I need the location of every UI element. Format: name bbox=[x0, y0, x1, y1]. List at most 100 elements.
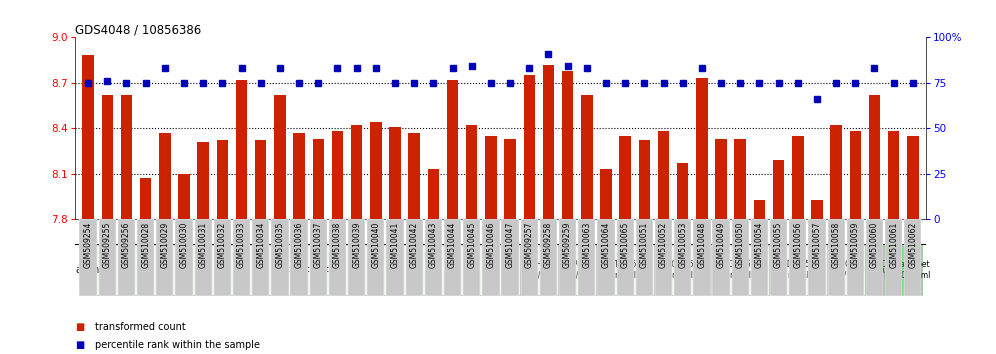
Bar bbox=[850, 131, 862, 219]
Text: GSM510052: GSM510052 bbox=[659, 222, 668, 268]
FancyBboxPatch shape bbox=[809, 219, 826, 296]
Bar bbox=[581, 95, 593, 219]
Text: GSM510056: GSM510056 bbox=[793, 222, 802, 268]
FancyBboxPatch shape bbox=[233, 219, 250, 296]
Text: transformed count: transformed count bbox=[95, 322, 185, 332]
Bar bbox=[236, 80, 247, 219]
Text: GSM510051: GSM510051 bbox=[639, 222, 648, 268]
Text: GSM510048: GSM510048 bbox=[697, 222, 706, 268]
Text: ■: ■ bbox=[75, 322, 84, 332]
Bar bbox=[408, 133, 420, 219]
FancyBboxPatch shape bbox=[751, 219, 768, 296]
Bar bbox=[773, 160, 785, 219]
Text: GSM510053: GSM510053 bbox=[678, 222, 687, 268]
Text: GSM509259: GSM509259 bbox=[563, 222, 572, 268]
Bar bbox=[83, 55, 94, 219]
Text: GSM510037: GSM510037 bbox=[314, 222, 323, 268]
Text: LIF 50 ng/ml: LIF 50 ng/ml bbox=[854, 267, 895, 273]
Text: GDNF 50
ng/ml: GDNF 50 ng/ml bbox=[781, 260, 815, 280]
Text: KITLG 50
ng/ml: KITLG 50 ng/ml bbox=[829, 260, 863, 280]
FancyBboxPatch shape bbox=[271, 219, 289, 296]
Bar bbox=[121, 95, 132, 219]
FancyBboxPatch shape bbox=[521, 219, 538, 296]
FancyBboxPatch shape bbox=[558, 245, 597, 295]
Text: GSM510034: GSM510034 bbox=[256, 222, 265, 268]
Text: GSM510046: GSM510046 bbox=[486, 222, 495, 268]
Text: no treatment control: no treatment control bbox=[259, 266, 339, 274]
FancyBboxPatch shape bbox=[405, 219, 423, 296]
Bar bbox=[620, 136, 630, 219]
FancyBboxPatch shape bbox=[463, 219, 480, 296]
Bar bbox=[313, 139, 324, 219]
Bar bbox=[294, 133, 305, 219]
Text: GSM510064: GSM510064 bbox=[602, 222, 611, 268]
FancyBboxPatch shape bbox=[444, 219, 461, 296]
FancyBboxPatch shape bbox=[368, 219, 384, 296]
FancyBboxPatch shape bbox=[348, 219, 366, 296]
FancyBboxPatch shape bbox=[578, 219, 596, 296]
Text: GSM509256: GSM509256 bbox=[122, 222, 131, 268]
Bar bbox=[543, 64, 554, 219]
Bar bbox=[811, 200, 823, 219]
FancyBboxPatch shape bbox=[770, 219, 787, 296]
Bar bbox=[792, 136, 804, 219]
Bar bbox=[869, 95, 880, 219]
FancyBboxPatch shape bbox=[866, 219, 883, 296]
Bar bbox=[216, 141, 228, 219]
FancyBboxPatch shape bbox=[501, 219, 519, 296]
Bar bbox=[715, 139, 727, 219]
FancyBboxPatch shape bbox=[597, 245, 654, 295]
FancyBboxPatch shape bbox=[827, 245, 865, 295]
FancyBboxPatch shape bbox=[482, 219, 500, 296]
FancyBboxPatch shape bbox=[291, 219, 308, 296]
Text: GSM510055: GSM510055 bbox=[774, 222, 783, 268]
FancyBboxPatch shape bbox=[598, 219, 615, 296]
Text: GSM510039: GSM510039 bbox=[353, 222, 362, 268]
FancyBboxPatch shape bbox=[635, 219, 653, 296]
FancyBboxPatch shape bbox=[137, 219, 154, 296]
Text: GSM510036: GSM510036 bbox=[295, 222, 304, 268]
FancyBboxPatch shape bbox=[904, 219, 921, 296]
Text: GSM510031: GSM510031 bbox=[199, 222, 208, 268]
Text: GSM510058: GSM510058 bbox=[832, 222, 841, 268]
Text: GSM510040: GSM510040 bbox=[372, 222, 380, 268]
Bar bbox=[427, 169, 439, 219]
FancyBboxPatch shape bbox=[828, 219, 845, 296]
Bar bbox=[601, 169, 612, 219]
Bar bbox=[351, 125, 363, 219]
Text: GSM509257: GSM509257 bbox=[525, 222, 534, 268]
Text: GSM510059: GSM510059 bbox=[851, 222, 860, 268]
Text: GSM510062: GSM510062 bbox=[908, 222, 917, 268]
Text: GSM510030: GSM510030 bbox=[179, 222, 188, 268]
Bar bbox=[696, 78, 707, 219]
FancyBboxPatch shape bbox=[654, 245, 711, 295]
Bar bbox=[178, 174, 190, 219]
Text: GSM510061: GSM510061 bbox=[889, 222, 898, 268]
Text: AMH 50
ng/ml: AMH 50 ng/ml bbox=[524, 260, 554, 280]
FancyBboxPatch shape bbox=[732, 219, 749, 296]
Text: GSM510028: GSM510028 bbox=[141, 222, 150, 268]
Text: PDGF alfa bet
a hd 50 ng/ml: PDGF alfa bet a hd 50 ng/ml bbox=[876, 260, 930, 280]
Text: GSM510045: GSM510045 bbox=[467, 222, 476, 268]
Text: GSM510032: GSM510032 bbox=[218, 222, 227, 268]
Text: GSM510033: GSM510033 bbox=[237, 222, 246, 268]
Bar bbox=[524, 75, 535, 219]
Text: CTGF 50
ng/ml: CTGF 50 ng/ml bbox=[609, 260, 641, 280]
Text: GSM510043: GSM510043 bbox=[429, 222, 438, 268]
Text: GSM510029: GSM510029 bbox=[160, 222, 169, 268]
Bar bbox=[677, 163, 688, 219]
Text: GSM509258: GSM509258 bbox=[544, 222, 553, 268]
Text: GSM510047: GSM510047 bbox=[506, 222, 515, 268]
Text: agent: agent bbox=[75, 265, 104, 275]
Bar bbox=[657, 131, 669, 219]
Bar bbox=[562, 70, 574, 219]
FancyBboxPatch shape bbox=[520, 245, 558, 295]
Text: GSM510065: GSM510065 bbox=[621, 222, 629, 268]
Bar bbox=[447, 80, 458, 219]
Bar bbox=[274, 95, 286, 219]
FancyBboxPatch shape bbox=[99, 219, 116, 296]
Text: FGF2 50
ng/ml: FGF2 50 ng/ml bbox=[667, 260, 698, 280]
Bar bbox=[102, 95, 114, 219]
FancyBboxPatch shape bbox=[711, 245, 769, 295]
FancyBboxPatch shape bbox=[655, 219, 672, 296]
